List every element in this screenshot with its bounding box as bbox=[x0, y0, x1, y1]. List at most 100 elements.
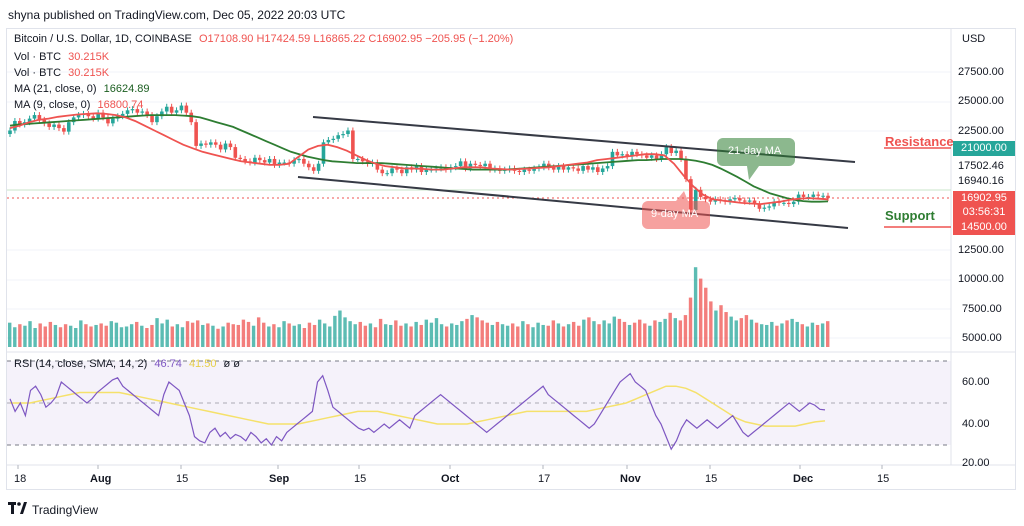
footer[interactable]: TradingView bbox=[8, 502, 98, 517]
volume-bar bbox=[810, 322, 815, 347]
candle-body bbox=[267, 158, 272, 163]
time-tick: 17 bbox=[538, 473, 551, 485]
volume-bar bbox=[302, 328, 307, 347]
volume-bar bbox=[94, 324, 98, 347]
time-tick: Oct bbox=[441, 473, 460, 485]
candle-body bbox=[395, 168, 399, 170]
price-tick: 10000.00 bbox=[958, 273, 1004, 285]
candle-body bbox=[458, 161, 463, 167]
candle-body bbox=[253, 157, 257, 163]
volume-bar bbox=[338, 310, 342, 347]
volume-bar bbox=[749, 319, 754, 347]
ma9-callout bbox=[642, 191, 710, 229]
rsi-tick: 40.00 bbox=[962, 418, 990, 430]
volume-bar bbox=[404, 323, 408, 347]
volume-bar bbox=[145, 328, 149, 347]
candle-body bbox=[782, 202, 786, 204]
candle-body bbox=[169, 106, 174, 113]
volume-bar bbox=[688, 297, 693, 347]
volume-bar bbox=[465, 318, 469, 347]
volume-bar bbox=[495, 321, 500, 347]
candle-body bbox=[355, 158, 360, 160]
rsi-legend[interactable]: RSI (14, close, SMA, 14, 2) 46.74 41.50 … bbox=[14, 358, 240, 370]
volume-bar bbox=[516, 326, 520, 347]
volume-bar bbox=[648, 325, 652, 347]
rsi-tick: 20.00 bbox=[962, 457, 990, 469]
volume-bar bbox=[109, 321, 114, 347]
volume-bar bbox=[201, 324, 205, 347]
currency-label: USD bbox=[962, 33, 986, 45]
ma21-callout-label: 21-day MA bbox=[728, 145, 782, 157]
volume-bar bbox=[256, 317, 261, 347]
volume-bar bbox=[190, 322, 195, 347]
volume-bar bbox=[566, 324, 571, 347]
volume-bar bbox=[79, 320, 83, 347]
candle-body bbox=[272, 158, 277, 165]
volume-bar bbox=[724, 312, 728, 347]
candle-body bbox=[595, 167, 600, 173]
rsi-line bbox=[9, 372, 826, 451]
volume-bar bbox=[185, 321, 190, 347]
time-tick: 15 bbox=[354, 473, 367, 485]
candle-body bbox=[551, 167, 556, 170]
candle-body bbox=[189, 112, 194, 123]
volume-bar bbox=[292, 325, 296, 347]
volume-bar bbox=[826, 321, 830, 347]
candle-body bbox=[86, 113, 91, 117]
volume-bar bbox=[775, 325, 779, 347]
volume-bar bbox=[500, 324, 505, 347]
volume-bar bbox=[510, 323, 515, 347]
candle-body bbox=[473, 163, 478, 165]
candle-body bbox=[453, 166, 458, 168]
ma21-line bbox=[9, 114, 829, 203]
volume-bar bbox=[241, 319, 246, 347]
volume-bar bbox=[571, 321, 576, 347]
candle-body bbox=[106, 117, 110, 124]
chart-frame[interactable] bbox=[6, 28, 1016, 490]
price-tick: 27500.00 bbox=[958, 66, 1004, 78]
volume-legend-2[interactable]: Vol · BTC 30.215K bbox=[14, 67, 109, 79]
volume-bar bbox=[160, 323, 164, 347]
candle-body bbox=[174, 110, 179, 113]
candle-body bbox=[478, 164, 483, 167]
candle-body bbox=[66, 122, 71, 132]
volume-bar bbox=[277, 327, 281, 347]
volume-bar bbox=[698, 278, 703, 347]
price-tick: 5000.00 bbox=[962, 332, 1002, 344]
candle-body bbox=[96, 112, 100, 119]
symbol-legend[interactable]: Bitcoin / U.S. Dollar, 1D, COINBASE O171… bbox=[14, 33, 513, 45]
volume-bar bbox=[231, 324, 235, 347]
volume-bar bbox=[353, 324, 357, 347]
candle-body bbox=[811, 194, 816, 197]
volume-bar bbox=[729, 316, 733, 347]
candle-body bbox=[47, 123, 51, 127]
volume-bar bbox=[378, 318, 383, 347]
volume-bar bbox=[460, 321, 464, 347]
volume-bar bbox=[475, 317, 479, 347]
candle-body bbox=[801, 194, 806, 197]
price-tick: 16940.16 bbox=[958, 175, 1004, 187]
volume-bar bbox=[444, 326, 449, 347]
candle-body bbox=[160, 111, 164, 117]
volume-bar bbox=[450, 323, 454, 347]
volume-legend-1[interactable]: Vol · BTC 30.215K bbox=[14, 51, 109, 63]
candle-body bbox=[424, 169, 429, 173]
volume-bar bbox=[754, 322, 759, 347]
candle-body bbox=[351, 130, 355, 159]
volume-bar bbox=[541, 324, 545, 347]
resistance-price-tag: 21000.00 bbox=[953, 141, 1015, 156]
candle-body bbox=[331, 138, 336, 140]
volume-bar bbox=[744, 315, 749, 347]
candle-body bbox=[302, 158, 306, 164]
candle-body bbox=[659, 154, 664, 159]
candle-body bbox=[57, 124, 61, 129]
ma21-legend[interactable]: MA (21, close, 0) 16624.89 bbox=[14, 83, 150, 95]
volume-bar bbox=[592, 321, 596, 347]
candle-body bbox=[360, 158, 365, 162]
candle-body bbox=[757, 204, 762, 209]
ma9-legend[interactable]: MA (9, close, 0) 16800.74 bbox=[14, 99, 143, 111]
candle-body bbox=[693, 189, 698, 210]
volume-bar bbox=[582, 319, 586, 347]
candle-body bbox=[306, 163, 311, 168]
